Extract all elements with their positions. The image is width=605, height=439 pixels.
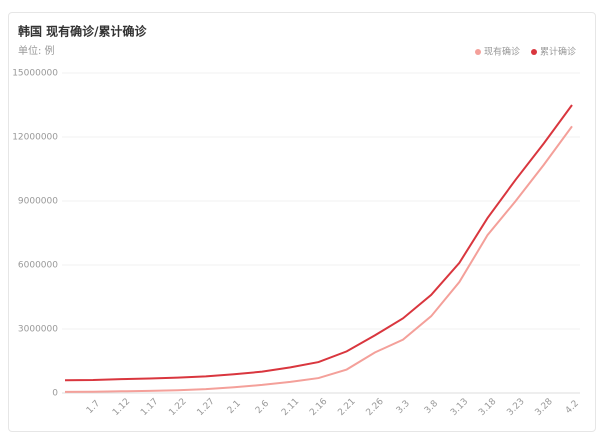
y-tick-label: 3000000 [18,325,58,335]
y-tick-label: 15000000 [12,69,58,79]
line [64,104,573,382]
x-tick-label: 1.27 [196,397,217,418]
legend-label: 现有确诊 [484,46,520,58]
legend-label: 累计确诊 [540,46,576,58]
x-tick-label: 1.17 [139,397,160,418]
y-tick-label: 12000000 [12,133,58,143]
x-tick-label: 3.28 [534,397,555,418]
y-tick-label: 9000000 [18,197,58,207]
x-tick-label: 4.2 [564,399,581,416]
x-tick-label: 2.1 [226,399,243,416]
x-tick-label: 3.13 [449,397,470,418]
legend-marker [531,49,537,55]
x-tick-label: 2.11 [280,397,301,418]
x-tick-label: 2.6 [254,399,271,416]
x-tick-label: 3.8 [423,399,440,416]
chart-subtitle: 单位: 例 [18,44,55,57]
x-tick-label: 1.12 [111,397,132,418]
x-tick-label: 2.16 [308,397,329,418]
chart-title: 韩国 现有确诊/累计确诊 [18,24,148,39]
card [8,12,596,432]
x-tick-label: 3.18 [477,397,498,418]
x-tick-label: 3.3 [395,399,412,416]
x-tick-label: 1.7 [85,399,102,416]
line [64,125,573,393]
x-tick-label: 2.21 [336,397,357,418]
y-tick-label: 0 [52,389,58,399]
x-tick-label: 2.26 [365,397,386,418]
legend-marker [475,49,481,55]
x-tick-label: 3.23 [505,397,526,418]
y-tick-label: 6000000 [18,261,58,271]
x-tick-label: 1.22 [167,397,188,418]
